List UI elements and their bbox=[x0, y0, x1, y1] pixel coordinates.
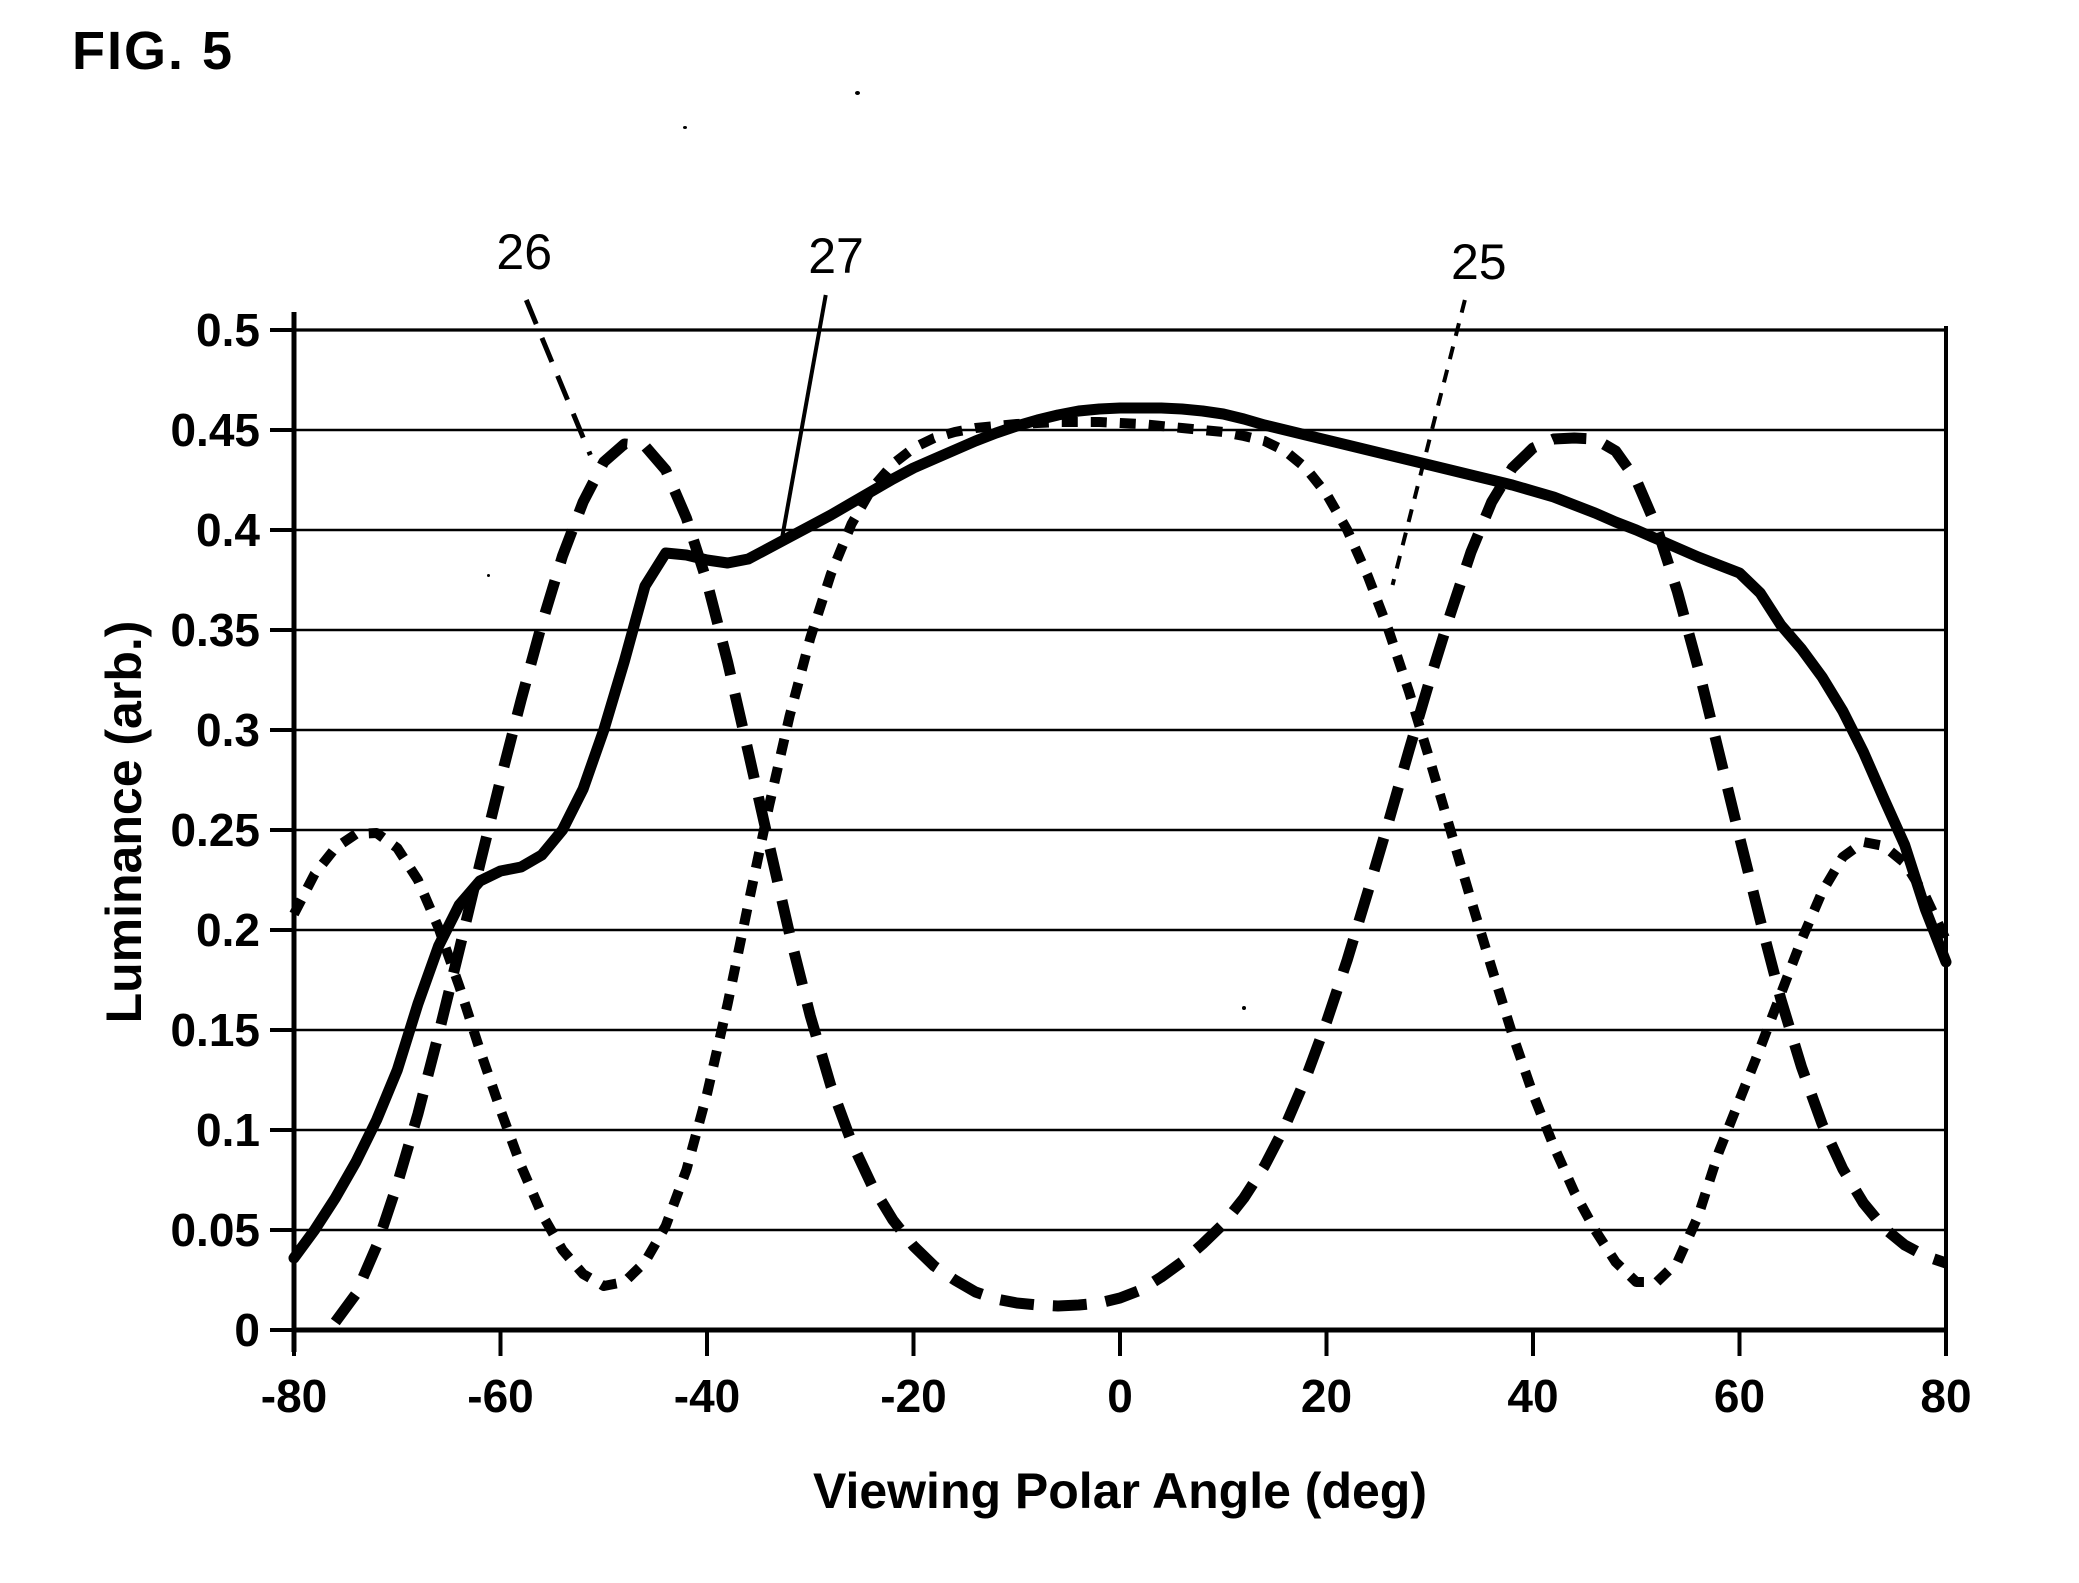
figure-title: FIG. 5 bbox=[72, 21, 235, 81]
y-tick-label: 0 bbox=[234, 1304, 260, 1356]
curve-25 bbox=[289, 417, 1951, 1291]
x-tick-label: 40 bbox=[1507, 1370, 1558, 1422]
curve-27 bbox=[288, 402, 1952, 1264]
y-tick-label: 0.2 bbox=[196, 904, 260, 956]
x-tick-label: 0 bbox=[1107, 1370, 1133, 1422]
y-tick-label: 0.4 bbox=[196, 504, 260, 556]
scan-speck bbox=[855, 91, 860, 95]
scan-speck bbox=[683, 126, 687, 129]
y-tick-label: 0.1 bbox=[196, 1104, 260, 1156]
y-axis-title: Luminance (arb.) bbox=[96, 620, 152, 1024]
curve-label-27: 27 bbox=[808, 228, 864, 284]
y-tick-label: 0.35 bbox=[170, 604, 260, 656]
y-tick-label: 0.25 bbox=[170, 804, 260, 856]
y-tick-label: 0.5 bbox=[196, 304, 260, 356]
x-tick-label: -20 bbox=[880, 1370, 946, 1422]
leader-line-27 bbox=[779, 294, 828, 543]
y-tick-label: 0.15 bbox=[170, 1004, 260, 1056]
y-tick-label: 0.05 bbox=[170, 1204, 260, 1256]
y-tick-label: 0.45 bbox=[170, 404, 260, 456]
scan-speck bbox=[1242, 1006, 1246, 1010]
x-tick-label: 80 bbox=[1920, 1370, 1971, 1422]
leader-line-25 bbox=[1390, 299, 1467, 586]
x-tick-label: -80 bbox=[261, 1370, 327, 1422]
y-tick-label: 0.3 bbox=[196, 704, 260, 756]
scan-speck bbox=[487, 574, 490, 577]
x-tick-label: 60 bbox=[1714, 1370, 1765, 1422]
leader-line-26 bbox=[524, 299, 593, 456]
x-tick-label: -40 bbox=[674, 1370, 740, 1422]
x-tick-label: 20 bbox=[1301, 1370, 1352, 1422]
x-axis-title: Viewing Polar Angle (deg) bbox=[813, 1463, 1427, 1519]
curve-26 bbox=[330, 432, 1948, 1326]
x-tick-label: -60 bbox=[467, 1370, 533, 1422]
curve-label-25: 25 bbox=[1451, 234, 1507, 290]
curve-label-26: 26 bbox=[496, 224, 552, 280]
